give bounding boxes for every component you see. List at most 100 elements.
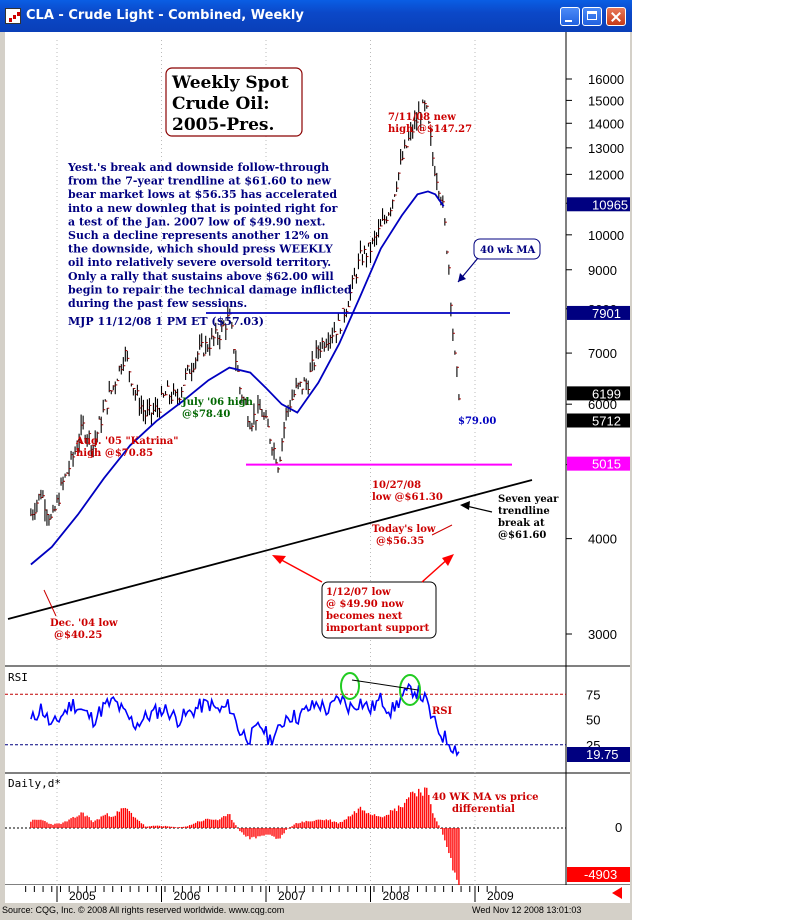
price-readout-box bbox=[567, 456, 630, 471]
annotation-79: $79.00 bbox=[458, 416, 496, 427]
annotation-support-l2: @ $49.90 now bbox=[326, 599, 404, 610]
support-arrowhead-right bbox=[442, 554, 454, 566]
seven-year-trendline bbox=[7, 479, 533, 620]
commentary-line: Such a decline represents another 12% on bbox=[68, 229, 329, 242]
footer-timestamp: Wed Nov 12 2008 13:01:03 bbox=[472, 905, 582, 915]
ma-label: 40 wk MA bbox=[480, 245, 535, 256]
commentary-line: a test of the Jan. 2007 low of $49.90 ne… bbox=[68, 215, 326, 228]
rsi-peak-circle-1 bbox=[340, 672, 360, 700]
annotation-trendbreak-l1: Seven year bbox=[498, 494, 559, 505]
rsi-annotation: RSI bbox=[432, 706, 453, 717]
price-tick-label: 9000 bbox=[588, 263, 617, 278]
price-tick-label: 10000 bbox=[588, 228, 624, 243]
rsi-line bbox=[30, 682, 460, 757]
dec04-pointer bbox=[43, 589, 57, 617]
annotation-support-l3: becomes next bbox=[326, 611, 403, 622]
commentary-line: the downside, which should press WEEKLY bbox=[68, 243, 333, 256]
annotation-trendbreak-l2: trendline bbox=[498, 506, 550, 517]
rsi-readout-label: 19.75 bbox=[586, 747, 619, 762]
diff-readout-label: -4903 bbox=[584, 867, 617, 882]
price-tick-label: 3000 bbox=[588, 627, 617, 642]
price-tick-label: 14000 bbox=[588, 116, 624, 131]
support-note-box bbox=[321, 581, 437, 639]
maximize-button[interactable] bbox=[582, 7, 602, 26]
diff-annotation-l2: differential bbox=[452, 804, 515, 815]
minimize-button[interactable] bbox=[560, 7, 580, 26]
price-readout-label: 10965 bbox=[592, 197, 628, 212]
price-tick-label: 12000 bbox=[588, 167, 624, 182]
annotation-2008-high-l2: high @$147.27 bbox=[388, 124, 472, 135]
time-axis: 2005 2006 2007 2008 2009 bbox=[5, 885, 630, 903]
footer-bar: Source: CQG, Inc. © 2008 All rights rese… bbox=[0, 905, 632, 920]
time-axis-bg bbox=[5, 885, 630, 903]
rsi-divergence-line bbox=[351, 679, 419, 691]
chart-area bbox=[5, 32, 630, 900]
footer-source: Source: CQG, Inc. © 2008 All rights rese… bbox=[2, 905, 285, 915]
trendbreak-arrowhead bbox=[460, 501, 470, 510]
commentary-line: into a new downleg that is pointed right… bbox=[68, 202, 338, 215]
today-low-pointer bbox=[431, 524, 453, 536]
year-label: 2005 bbox=[69, 889, 96, 903]
diff-readout-box bbox=[567, 867, 630, 882]
price-tick-label: 6000 bbox=[588, 397, 617, 412]
chart-title-line-3: 2005-Pres. bbox=[172, 115, 274, 135]
annotation-support-l4: important support bbox=[326, 623, 430, 634]
ma-label-arrowhead bbox=[458, 273, 466, 282]
price-tick-label: 7000 bbox=[588, 346, 617, 361]
window-title: CLA - Crude Light - Combined, Weekly bbox=[26, 8, 304, 23]
diff-tick-label: 0 bbox=[615, 820, 622, 835]
annotation-aug05-l1: Aug. '05 "Katrina" bbox=[75, 436, 178, 447]
scroll-left-arrow-icon bbox=[612, 887, 622, 899]
commentary-text: Yest.'s break and downside follow-throug… bbox=[67, 161, 352, 328]
support-arrow-left bbox=[275, 556, 323, 583]
chart-title-box bbox=[165, 67, 303, 137]
commentary-line: Yest.'s break and downside follow-throug… bbox=[67, 161, 329, 174]
annotation-support-l1: 1/12/07 low bbox=[326, 587, 391, 598]
year-label: 2007 bbox=[278, 889, 305, 903]
year-label: 2009 bbox=[487, 889, 514, 903]
price-tick-label: 13000 bbox=[588, 141, 624, 156]
commentary-line: oil into relatively severe oversold terr… bbox=[68, 256, 331, 269]
rsi-pane-label: RSI bbox=[8, 671, 28, 684]
annotation-dec04-l1: Dec. '04 low bbox=[50, 618, 118, 629]
title-bar[interactable]: CLA - Crude Light - Combined, Weekly bbox=[0, 0, 632, 32]
year-label: 2006 bbox=[174, 889, 201, 903]
annotation-trendbreak-l3: break at bbox=[498, 518, 545, 529]
commentary-line: during the past few sessions. bbox=[68, 297, 247, 310]
annotation-today-l1: Today's low bbox=[372, 524, 436, 535]
annotation-jul06-l1: July '06 high bbox=[181, 397, 254, 408]
price-tick-label: 4000 bbox=[588, 532, 617, 547]
support-arrowhead-left bbox=[272, 555, 286, 564]
rsi-tick-label: 75 bbox=[586, 687, 600, 702]
annotation-jul06-l2: @$78.40 bbox=[182, 409, 230, 420]
annotation-aug05-l2: high @$70.85 bbox=[76, 448, 153, 459]
annotation-dec04-l2: @$40.25 bbox=[54, 630, 102, 641]
price-readout-box bbox=[567, 197, 630, 212]
annotation-trendbreak-l4: @$61.60 bbox=[498, 530, 546, 541]
rsi-peak-circle-2 bbox=[399, 674, 421, 706]
diff-pane-label: Daily,d* bbox=[8, 777, 61, 790]
price-readout-box bbox=[567, 305, 630, 320]
price-readout-label: 5712 bbox=[592, 413, 621, 428]
price-readout-box bbox=[567, 413, 630, 428]
commentary-line: bear market lows at $56.35 has accelerat… bbox=[68, 188, 337, 201]
rsi-tick-label: 50 bbox=[586, 713, 600, 728]
diff-annotation-l1: 40 WK MA vs price bbox=[432, 792, 539, 803]
differential-pane: Daily,d* 0 -4903 bbox=[5, 777, 630, 887]
annotation-oct08-l1: 10/27/08 bbox=[372, 480, 421, 491]
ma-40wk-line bbox=[30, 190, 445, 566]
rsi-readout-box bbox=[567, 747, 630, 762]
chart-title-line-2: Crude Oil: bbox=[172, 94, 269, 114]
commentary-signature: MJP 11/12/08 1 PM ET ($57.03) bbox=[68, 315, 264, 328]
price-tick-label: 16000 bbox=[588, 72, 624, 87]
year-label: 2008 bbox=[383, 889, 410, 903]
annotation-2008-high-l1: 7/11/08 new bbox=[388, 112, 456, 123]
chart-title-line-1: Weekly Spot bbox=[171, 73, 289, 93]
ma-label-box bbox=[473, 238, 541, 260]
annotation-oct08-l2: low @$61.30 bbox=[372, 492, 443, 503]
close-button[interactable] bbox=[606, 7, 626, 26]
price-tick-label: 15000 bbox=[588, 93, 624, 108]
price-pane: 1600015000140001300012000110001000090008… bbox=[7, 40, 630, 885]
